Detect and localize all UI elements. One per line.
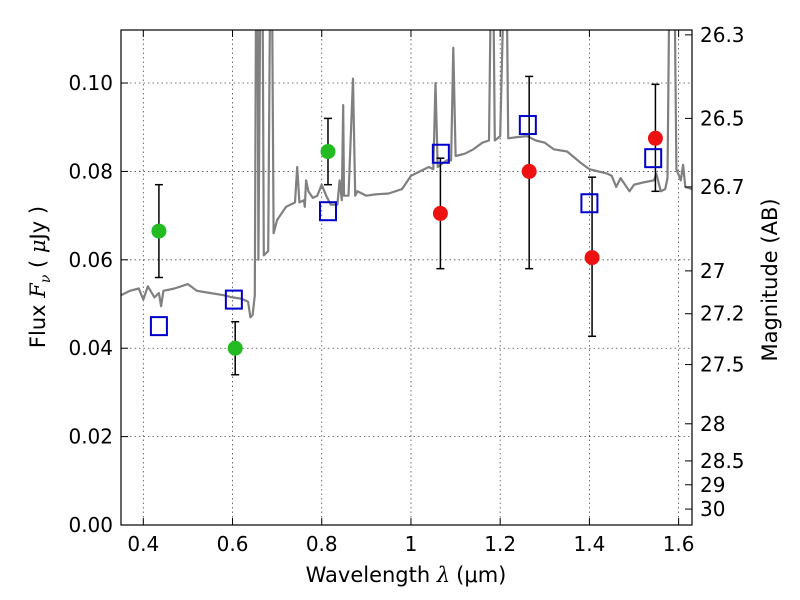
y2-tick-label: 30	[700, 497, 725, 521]
y2-tick-label: 27.2	[700, 302, 745, 326]
red-data-point	[432, 205, 448, 221]
y-axis-label-prefix: Flux	[26, 298, 50, 348]
x-axis-label: Wavelength λ (μm)	[306, 563, 507, 587]
spectrum-line	[121, 30, 692, 319]
y-tick-label: 0.04	[68, 336, 113, 360]
y-tick-label: 0.06	[68, 248, 113, 272]
x-tick-label: 1.2	[484, 532, 516, 556]
y2-tick-label: 26.3	[700, 23, 745, 47]
y2-tick-label: 27	[700, 259, 725, 283]
red-data-point	[584, 250, 600, 266]
y2-axis-label: Magnitude (AB)	[758, 198, 782, 361]
model-box-point	[580, 193, 599, 214]
spectrum-layer	[121, 30, 692, 319]
model-box-point	[318, 201, 337, 222]
x-tick-label: 0.4	[127, 532, 159, 556]
x-axis-label-prefix: Wavelength	[306, 563, 437, 587]
y2-tick-label: 29	[700, 473, 725, 497]
green-data-point	[151, 223, 167, 239]
x-tick-label: 0.6	[217, 532, 249, 556]
y-axis-label-subscript: ν	[38, 274, 54, 283]
y-axis-label-symbol: F	[26, 282, 50, 299]
model-box-point	[149, 316, 168, 337]
y2-tick-label: 27.5	[700, 353, 745, 377]
x-tick-label: 1	[405, 532, 418, 556]
y-axis-label-mu: μ	[26, 239, 50, 253]
green-data-point	[320, 144, 336, 160]
y-tick-label: 0.10	[68, 71, 113, 95]
y-tick-label: 0.00	[68, 513, 113, 537]
model-box-point	[644, 148, 663, 169]
x-tick-label: 1.6	[663, 532, 695, 556]
x-axis-label-symbol: λ	[436, 563, 450, 587]
y2-tick-label: 26.7	[700, 175, 745, 199]
ticks-layer: 0.4 0.6 0.8 1 1.2 1.4 1.6 0.00 0.02 0.04 0.06 0.08 0…	[68, 23, 744, 556]
model-box-point	[431, 143, 450, 164]
y2-tick-label: 28	[700, 412, 725, 436]
red-data-point	[521, 163, 537, 179]
green-data-point	[227, 340, 243, 356]
x-tick-label: 1.4	[573, 532, 605, 556]
y-axis-label-open: (	[26, 253, 50, 275]
grid-layer	[121, 30, 692, 525]
y-tick-label: 0.02	[68, 425, 113, 449]
x-axis-label-unit: (μm)	[456, 563, 506, 587]
red-data-point	[647, 130, 663, 146]
y-tick-label: 0.08	[68, 159, 113, 183]
plot-frame	[120, 29, 693, 526]
marks-layer	[149, 75, 663, 376]
model-box-point	[518, 115, 537, 136]
x-tick-label: 0.8	[306, 532, 338, 556]
model-box-point	[224, 289, 243, 310]
y2-tick-label: 28.5	[700, 449, 745, 473]
y2-tick-label: 26.5	[700, 106, 745, 130]
y-axis-label: Flux Fν ( μJy )	[26, 206, 54, 348]
y-axis-label-unit: Jy )	[26, 206, 50, 242]
